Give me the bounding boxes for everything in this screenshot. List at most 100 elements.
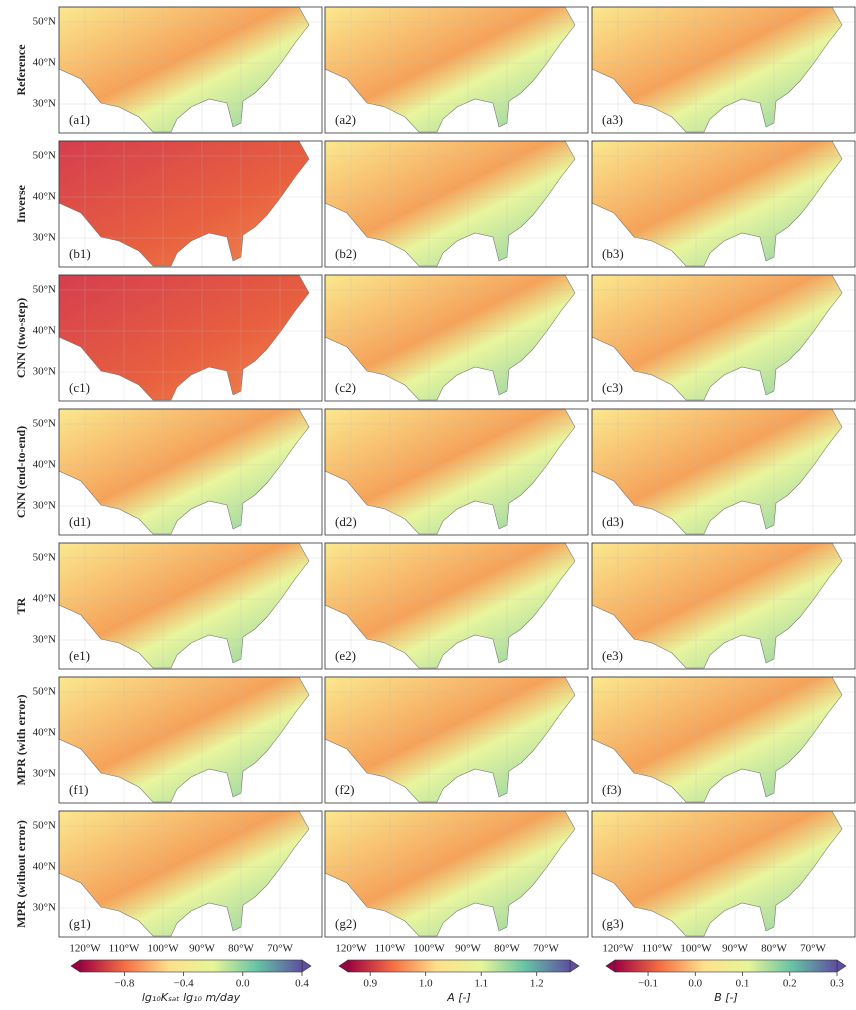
map-panel: (c3) — [591, 274, 856, 402]
panel-label: (g1) — [69, 916, 91, 931]
lon-tick-label: 100°W — [147, 943, 179, 955]
lat-tick-label: 40°N — [33, 593, 56, 605]
lat-tick-label: 30°N — [33, 232, 56, 244]
panel-frame — [324, 140, 589, 268]
map-panel: (c2) — [324, 274, 589, 402]
lon-tick-label: 110°W — [375, 943, 406, 955]
panel-frame — [58, 274, 323, 402]
map-panel: (c1) — [58, 274, 323, 402]
colorbar-tick-label: 0.9 — [363, 978, 377, 990]
colorbar-tick-label: 0.0 — [688, 978, 702, 990]
panel-frame — [324, 408, 589, 536]
panel-label: (e1) — [69, 648, 90, 663]
colorbar-tick-label: 1.2 — [530, 978, 544, 990]
map-panel: (e2) — [324, 542, 589, 670]
map-panel: (a2) — [324, 6, 589, 134]
panel-label: (e3) — [602, 648, 623, 663]
panel-frame — [591, 542, 856, 670]
colorbar-arrow — [301, 959, 312, 973]
row-label: TR — [14, 597, 28, 614]
panel-frame — [58, 6, 323, 134]
map-panel: (d3) — [591, 408, 856, 536]
lat-tick-label: 50°N — [33, 686, 56, 698]
colorbar-arrow — [605, 959, 616, 973]
panel-label: (b3) — [602, 246, 624, 261]
lon-tick-label: 120°W — [602, 943, 634, 955]
lat-tick-label: 40°N — [33, 727, 56, 739]
colorbar-arrow — [569, 959, 580, 973]
lat-tick-label: 50°N — [33, 820, 56, 832]
lon-tick-label: 100°W — [413, 943, 445, 955]
lat-tick-label: 50°N — [33, 418, 56, 430]
colorbar-arrow — [70, 959, 81, 973]
panel-label: (f1) — [69, 782, 89, 797]
lat-tick-label: 40°N — [33, 191, 56, 203]
panel-frame — [591, 140, 856, 268]
lat-tick-label: 50°N — [33, 16, 56, 28]
lat-tick-label: 30°N — [33, 366, 56, 378]
lon-tick-label: 90°W — [722, 943, 748, 955]
colorbar-tick-label: 0.4 — [295, 978, 309, 990]
colorbar — [614, 959, 838, 973]
lon-tick-label: 120°W — [69, 943, 101, 955]
panel-frame — [591, 408, 856, 536]
panel-label: (c3) — [602, 380, 623, 395]
lat-tick-label: 40°N — [33, 861, 56, 873]
panel-label: (c1) — [69, 380, 90, 395]
map-panel: (g1) — [58, 810, 323, 938]
lat-tick-label: 30°N — [33, 98, 56, 110]
lon-tick-label: 80°W — [761, 943, 787, 955]
panel-frame — [591, 274, 856, 402]
lat-tick-label: 30°N — [33, 902, 56, 914]
lon-tick-label: 70°W — [800, 943, 826, 955]
panel-frame — [591, 676, 856, 804]
map-panel: (e3) — [591, 542, 856, 670]
map-panel: (d1) — [58, 408, 323, 536]
panel-label: (a3) — [602, 112, 623, 127]
panel-label: (g2) — [335, 916, 357, 931]
panel-label: (g3) — [602, 916, 624, 931]
panel-label: (d1) — [69, 514, 91, 529]
colorbar-tick-label: −0.4 — [174, 978, 194, 990]
panel-frame — [58, 140, 323, 268]
panel-label: (f2) — [335, 782, 355, 797]
colorbar-label: lg₁₀Kₛₐₜ lg₁₀ m/day — [142, 991, 241, 1004]
row-label: MPR (without error) — [14, 820, 28, 928]
colorbar-tick-label: −0.8 — [114, 978, 134, 990]
map-panel: (b1) — [58, 140, 323, 268]
lon-tick-label: 80°W — [228, 943, 254, 955]
map-panel: (g3) — [591, 810, 856, 938]
map-panel: (a1) — [58, 6, 323, 134]
panel-frame — [324, 542, 589, 670]
colorbar-tick-label: 0.0 — [236, 978, 250, 990]
panel-frame — [591, 6, 856, 134]
row-label: Reference — [14, 44, 28, 96]
panel-label: (e2) — [335, 648, 356, 663]
row-label: MPR (with error) — [14, 694, 28, 785]
panel-frame — [324, 676, 589, 804]
lat-tick-label: 30°N — [33, 768, 56, 780]
row-label: Inverse — [14, 184, 28, 223]
panel-label: (b1) — [69, 246, 91, 261]
panel-label: (a2) — [335, 112, 356, 127]
lon-tick-label: 70°W — [267, 943, 293, 955]
map-panel: (f3) — [591, 676, 856, 804]
colorbar-label: A [-] — [446, 991, 471, 1004]
lon-tick-label: 110°W — [642, 943, 673, 955]
panel-label: (b2) — [335, 246, 357, 261]
lon-tick-label: 80°W — [494, 943, 520, 955]
colorbar-tick-label: 0.3 — [830, 978, 844, 990]
map-panel: (b2) — [324, 140, 589, 268]
panel-label: (f3) — [602, 782, 622, 797]
map-panel: (b3) — [591, 140, 856, 268]
colorbar-tick-label: 0.2 — [783, 978, 797, 990]
lon-tick-label: 120°W — [335, 943, 367, 955]
lat-tick-label: 50°N — [33, 552, 56, 564]
lon-tick-label: 110°W — [109, 943, 140, 955]
lon-tick-label: 70°W — [533, 943, 559, 955]
lat-tick-label: 50°N — [33, 284, 56, 296]
colorbar-tick-label: −0.1 — [638, 978, 658, 990]
colorbar-label: B [-] — [714, 991, 738, 1004]
panel-frame — [591, 810, 856, 938]
